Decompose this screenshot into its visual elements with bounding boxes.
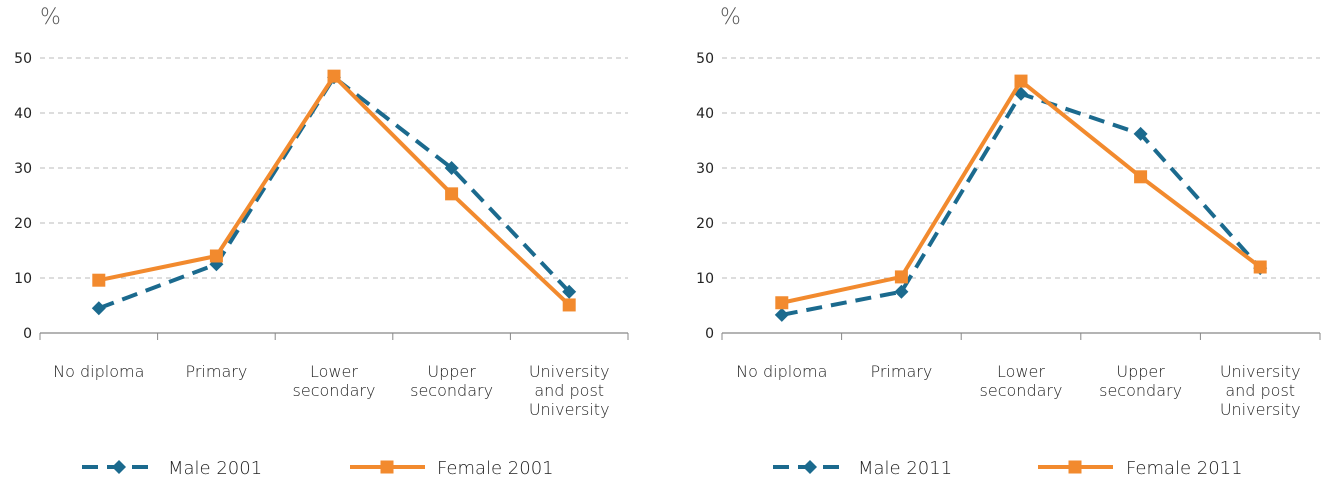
data-point [562, 284, 577, 299]
legend-marker [803, 460, 817, 474]
data-point [1253, 260, 1267, 274]
legend-marker [1068, 460, 1082, 474]
series-line [98, 74, 571, 307]
y-tick-label: 10 [696, 271, 714, 287]
y-tick-label: 0 [705, 326, 714, 342]
y-tick-label: 0 [23, 326, 32, 342]
y-tick-label: 30 [696, 161, 714, 177]
y-axis-label: % [720, 5, 741, 30]
series-line [781, 79, 1262, 305]
y-tick-label: 40 [14, 106, 32, 122]
data-point [1133, 126, 1148, 141]
y-tick-label: 20 [14, 216, 32, 232]
x-tick-label: Upper secondary [1099, 362, 1183, 400]
x-tick-label: No diploma [736, 362, 828, 381]
y-tick-label: 20 [696, 216, 714, 232]
y-tick-label: 50 [696, 51, 714, 67]
data-point [894, 270, 908, 284]
legend-label: Female 2001 [437, 458, 554, 479]
legend-label: Female 2011 [1126, 458, 1243, 479]
data-point [91, 301, 106, 316]
y-tick-label: 50 [14, 51, 32, 67]
x-tick-label: No diploma [53, 362, 145, 381]
x-tick-label: Primary [870, 362, 933, 381]
legend-label: Male 2001 [168, 458, 262, 479]
data-point [774, 307, 789, 322]
data-point [209, 249, 223, 263]
legend-label: Male 2011 [858, 458, 952, 479]
legend-marker [380, 460, 394, 474]
data-point [894, 284, 909, 299]
data-point [1014, 74, 1028, 88]
data-point [1134, 170, 1148, 184]
series-line [781, 91, 1262, 317]
data-point [562, 298, 576, 312]
x-tick-label: University and post University [528, 362, 610, 419]
series-line [98, 75, 571, 311]
x-tick-label: Upper secondary [410, 362, 494, 400]
x-tick-label: Lower secondary [292, 362, 376, 400]
x-tick-label: Lower secondary [979, 362, 1063, 400]
legend-marker [112, 460, 126, 474]
data-point [444, 161, 459, 175]
data-point [445, 187, 459, 201]
y-tick-label: 40 [696, 106, 714, 122]
data-point [775, 296, 789, 310]
data-point [327, 69, 341, 83]
y-axis-label: % [40, 5, 61, 30]
y-tick-label: 10 [14, 271, 32, 287]
data-point [92, 273, 106, 287]
y-tick-label: 30 [14, 161, 32, 177]
x-tick-label: Primary [185, 362, 248, 381]
x-tick-label: University and post University [1219, 362, 1301, 419]
